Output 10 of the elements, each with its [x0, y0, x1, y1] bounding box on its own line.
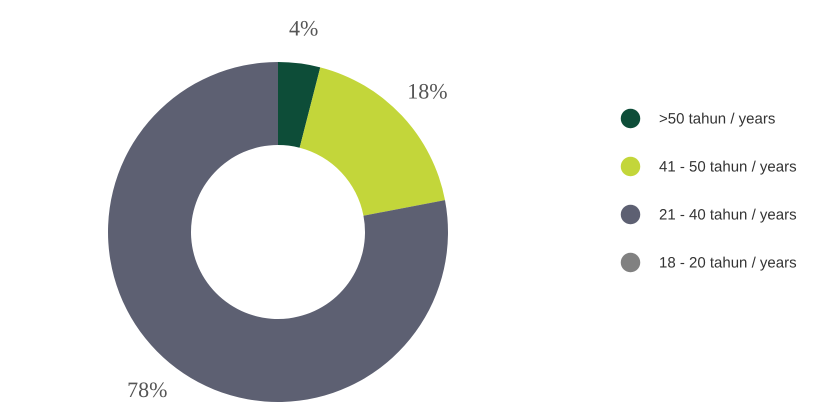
legend-label: 21 - 40 tahun / years: [659, 206, 797, 224]
legend-label: 41 - 50 tahun / years: [659, 158, 797, 176]
data-label: 4%: [289, 16, 318, 41]
donut-slice: [278, 62, 320, 148]
legend-label: 18 - 20 tahun / years: [659, 254, 797, 272]
legend-label: >50 tahun / years: [659, 110, 776, 128]
data-label: 18%: [407, 78, 448, 104]
data-label: 78%: [127, 376, 168, 402]
donut-slice: [300, 67, 445, 216]
donut-slice: [108, 62, 448, 402]
